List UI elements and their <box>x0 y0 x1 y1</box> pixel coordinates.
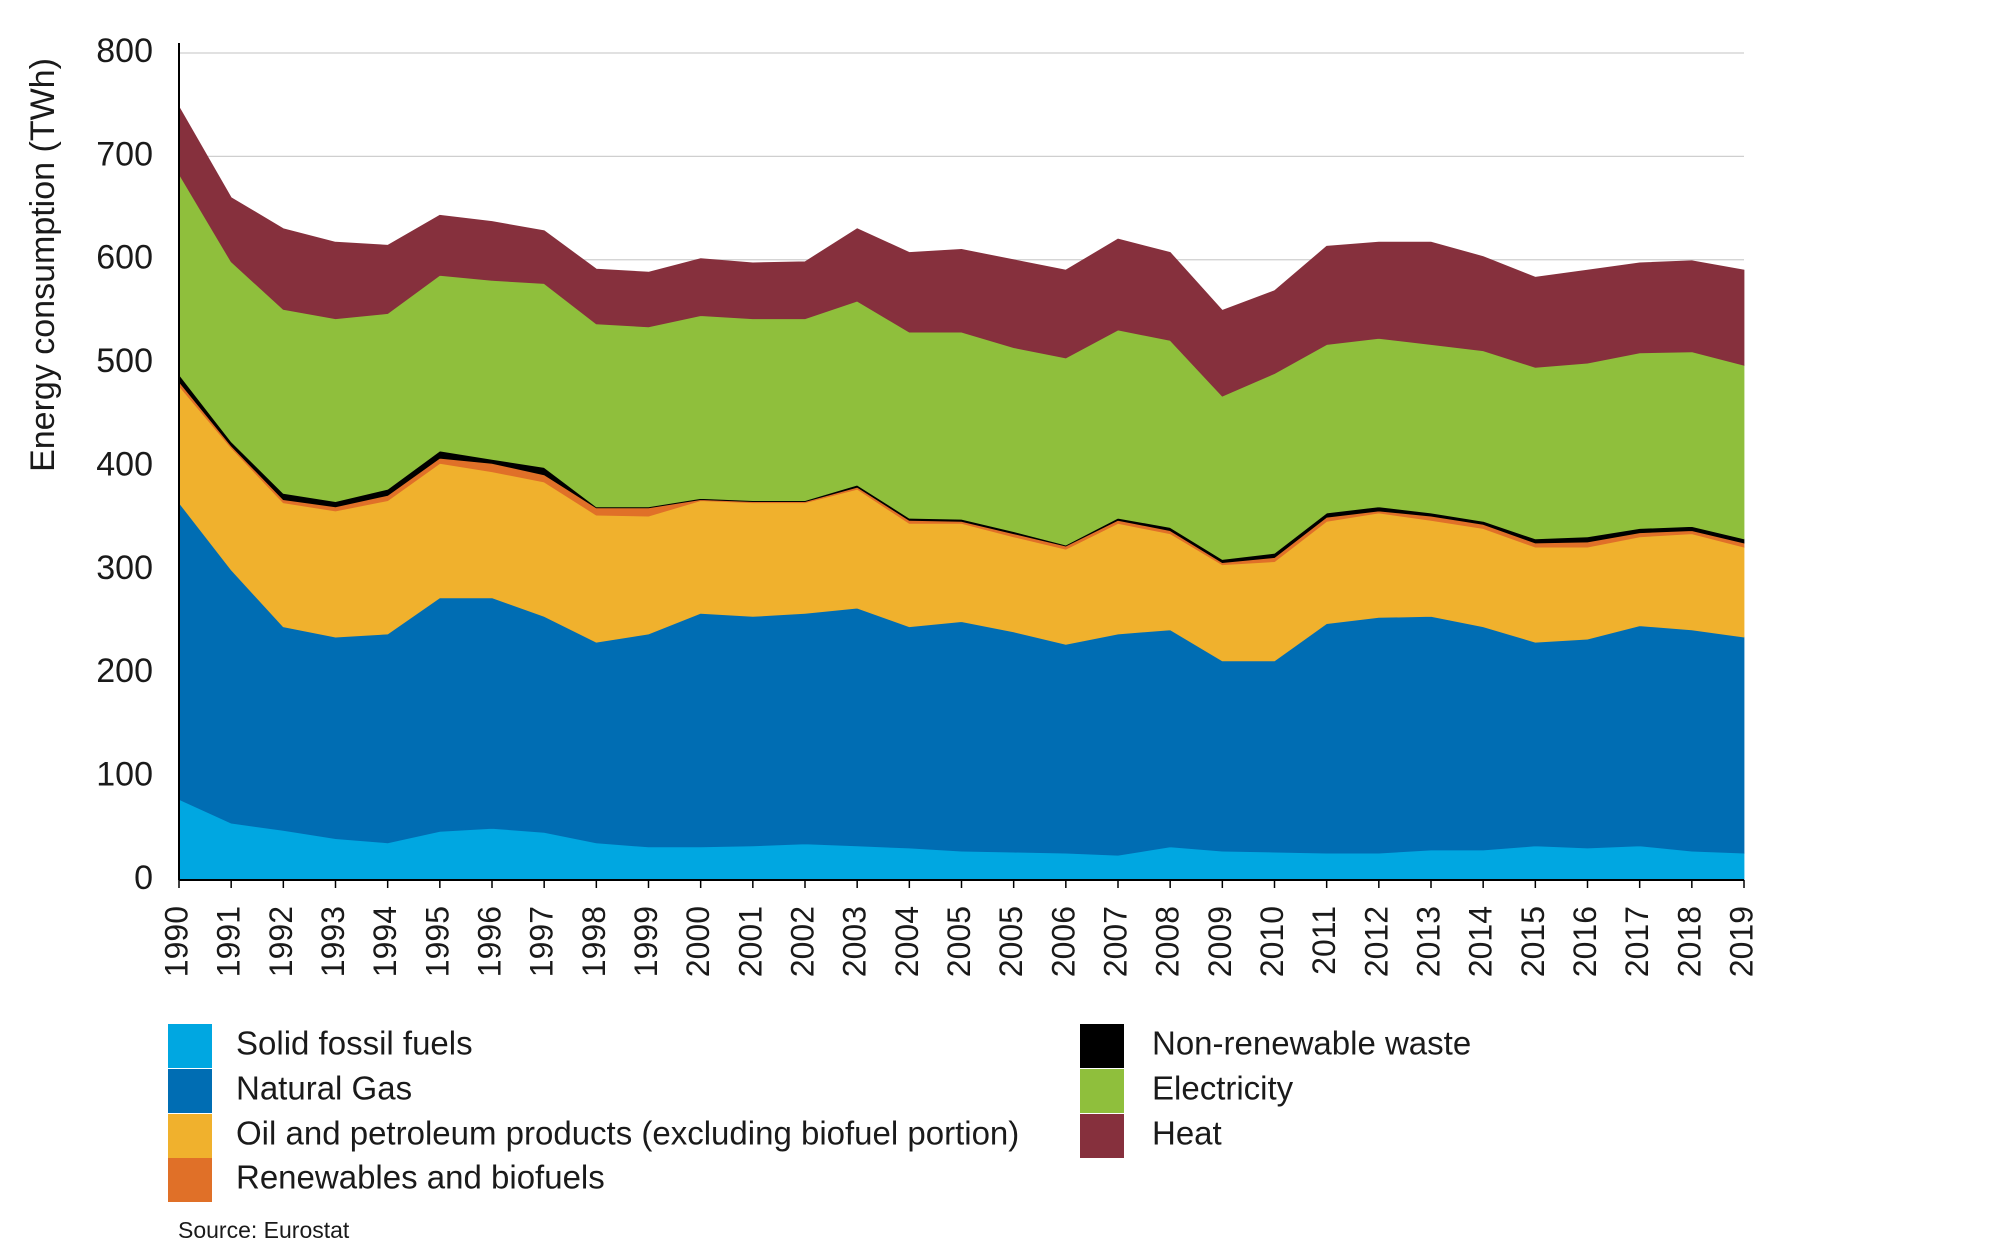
x-tick-label: 2001 <box>732 906 768 977</box>
x-tick-label: 2012 <box>1358 906 1394 977</box>
x-tick-label: 2014 <box>1463 906 1499 977</box>
legend-label: Natural Gas <box>236 1070 412 1107</box>
x-tick-label: 2003 <box>837 906 873 977</box>
y-tick-label: 300 <box>96 549 153 587</box>
legend-swatch <box>168 1114 212 1158</box>
x-tick-label: 1997 <box>524 906 560 977</box>
legend-swatch <box>1080 1114 1124 1158</box>
x-tick-label: 2004 <box>889 906 925 977</box>
legend-label: Electricity <box>1152 1070 1294 1107</box>
x-tick-label: 2016 <box>1567 906 1603 977</box>
y-tick-label: 200 <box>96 652 153 690</box>
legend-label: Heat <box>1152 1115 1222 1152</box>
x-tick-label: 2005 <box>941 906 977 977</box>
y-axis-label: Energy consumption (TWh) <box>24 58 62 472</box>
legend-swatch <box>168 1069 212 1113</box>
x-tick-label: 2002 <box>784 906 820 977</box>
legend-swatch <box>168 1024 212 1068</box>
y-tick-label: 700 <box>96 135 153 173</box>
x-tick-label: 2008 <box>1150 906 1186 977</box>
x-tick-label: 1999 <box>628 906 664 977</box>
x-tick-label: 2011 <box>1306 906 1342 975</box>
y-tick-label: 100 <box>96 756 153 794</box>
x-tick-label: 1993 <box>315 906 351 977</box>
source-note: Source: Eurostat <box>178 1217 350 1243</box>
legend-swatch <box>1080 1069 1124 1113</box>
x-tick-label: 2017 <box>1619 906 1655 977</box>
x-tick-label: 1992 <box>263 906 299 977</box>
y-tick-label: 800 <box>96 32 153 70</box>
legend-label: Solid fossil fuels <box>236 1025 473 1062</box>
x-tick-label: 2009 <box>1202 906 1238 977</box>
y-tick-label: 500 <box>96 342 153 380</box>
x-tick-label: 1990 <box>158 906 194 977</box>
x-tick-label: 2000 <box>680 906 716 977</box>
x-tick-label: 2005 <box>993 906 1029 977</box>
x-tick-label: 2007 <box>1097 906 1133 977</box>
area <box>178 105 1745 397</box>
x-tick-label: 2018 <box>1671 906 1707 977</box>
x-tick-label: 2006 <box>1045 906 1081 977</box>
x-tick-label: 1994 <box>367 906 403 977</box>
legend-label: Non-renewable waste <box>1152 1025 1471 1062</box>
legend-swatch <box>168 1158 212 1202</box>
x-tick-label: 1996 <box>471 906 507 977</box>
x-tick-label: 1995 <box>419 906 455 977</box>
x-tick-label: 2015 <box>1515 906 1551 977</box>
legend-label: Oil and petroleum products (excluding bi… <box>236 1115 1019 1152</box>
x-tick-label: 1991 <box>211 906 247 977</box>
legend-swatch <box>1080 1024 1124 1068</box>
x-tick-label: 2010 <box>1254 906 1290 977</box>
y-tick-label: 0 <box>134 859 153 897</box>
x-tick-label: 2013 <box>1410 906 1446 977</box>
x-tick-label: 2019 <box>1723 906 1759 977</box>
y-tick-label: 400 <box>96 445 153 483</box>
y-tick-label: 600 <box>96 239 153 277</box>
legend-label: Renewables and biofuels <box>236 1159 605 1196</box>
x-tick-label: 1998 <box>576 906 612 977</box>
